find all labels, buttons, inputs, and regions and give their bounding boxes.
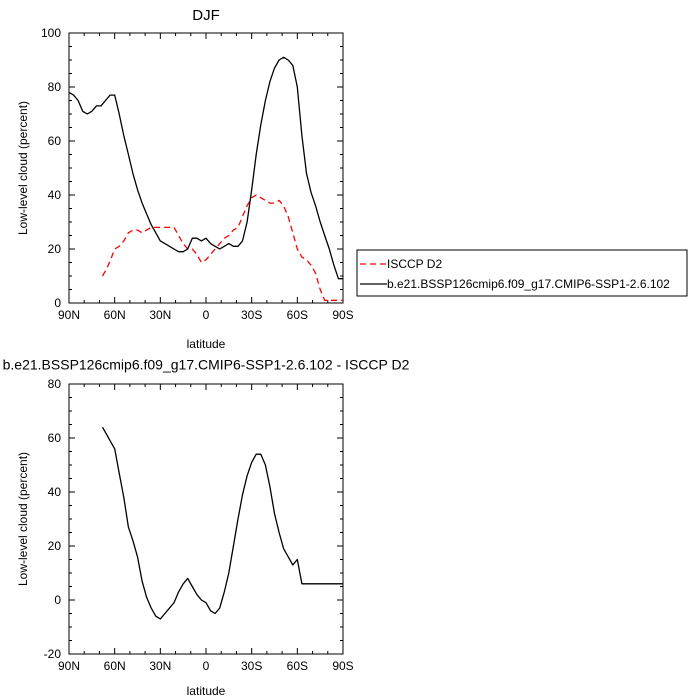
x-tick-label: 90N bbox=[58, 659, 80, 673]
x-tick-label: 30N bbox=[149, 308, 171, 322]
chart-1: DJF 90N 60N 30N 0 30S 60S 90S 0 20 40 60 80 100 latitu… bbox=[16, 7, 688, 351]
y-tick-label: 20 bbox=[48, 242, 62, 256]
series-line-1 bbox=[101, 194, 343, 301]
x-tick-label: 90N bbox=[58, 308, 80, 322]
y-tick-label: 0 bbox=[54, 593, 61, 607]
x-tick-label: 60N bbox=[104, 659, 126, 673]
x-tick-label: 30S bbox=[241, 308, 262, 322]
y-tick-label: 60 bbox=[48, 431, 62, 445]
y-tick-label: 20 bbox=[48, 539, 62, 553]
plot-frame bbox=[68, 383, 344, 655]
chart-2: b.e21.BSSP126cmip6.f09_g17.CMIP6-SSP1-2.… bbox=[3, 357, 410, 698]
y-axis-label: Low-level cloud (percent) bbox=[16, 452, 30, 586]
legend: ISCCP D2 b.e21.BSSP126cmip6.f09_g17.CMIP6… bbox=[356, 249, 688, 297]
y-tick-label: -20 bbox=[44, 647, 62, 661]
x-tick-label: 60S bbox=[287, 308, 308, 322]
y-tick-label: 0 bbox=[54, 296, 61, 310]
x-tick-label: 60N bbox=[104, 308, 126, 322]
legend-label: ISCCP D2 bbox=[387, 257, 442, 271]
y-tick-label: 80 bbox=[48, 377, 62, 391]
x-tick-label: 30N bbox=[149, 659, 171, 673]
legend-label: b.e21.BSSP126cmip6.f09_g17.CMIP6-SSP1-2.… bbox=[387, 277, 670, 291]
y-tick-label: 80 bbox=[48, 80, 62, 94]
x-tick-label: 30S bbox=[241, 659, 262, 673]
legend-box bbox=[356, 249, 688, 297]
y-tick-label: 100 bbox=[41, 26, 61, 40]
chart-title: DJF bbox=[192, 7, 220, 24]
chart-title: b.e21.BSSP126cmip6.f09_g17.CMIP6-SSP1-2.… bbox=[3, 357, 410, 373]
plot-frame bbox=[68, 32, 344, 304]
x-tick-label: 90S bbox=[332, 659, 353, 673]
x-tick-label: 60S bbox=[287, 659, 308, 673]
y-tick-label: 40 bbox=[48, 485, 62, 499]
series-line-1 bbox=[101, 426, 343, 620]
x-tick-label: 90S bbox=[332, 308, 353, 322]
x-tick-label: 0 bbox=[203, 308, 210, 322]
series-line-2 bbox=[68, 56, 343, 280]
x-tick-label: 0 bbox=[203, 659, 210, 673]
x-axis-label: latitude bbox=[187, 337, 226, 351]
y-axis-label: Low-level cloud (percent) bbox=[16, 101, 30, 235]
y-tick-label: 40 bbox=[48, 188, 62, 202]
y-tick-label: 60 bbox=[48, 134, 62, 148]
x-axis-label: latitude bbox=[187, 684, 226, 698]
